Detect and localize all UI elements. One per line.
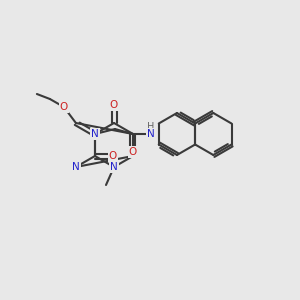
Text: O: O — [60, 102, 68, 112]
Text: N: N — [147, 129, 155, 139]
Text: N: N — [91, 129, 99, 139]
Text: H: H — [147, 122, 155, 132]
Text: O: O — [110, 100, 118, 110]
Text: N: N — [72, 162, 80, 172]
Text: O: O — [129, 147, 137, 157]
Text: N: N — [110, 162, 118, 172]
Text: O: O — [109, 151, 117, 161]
